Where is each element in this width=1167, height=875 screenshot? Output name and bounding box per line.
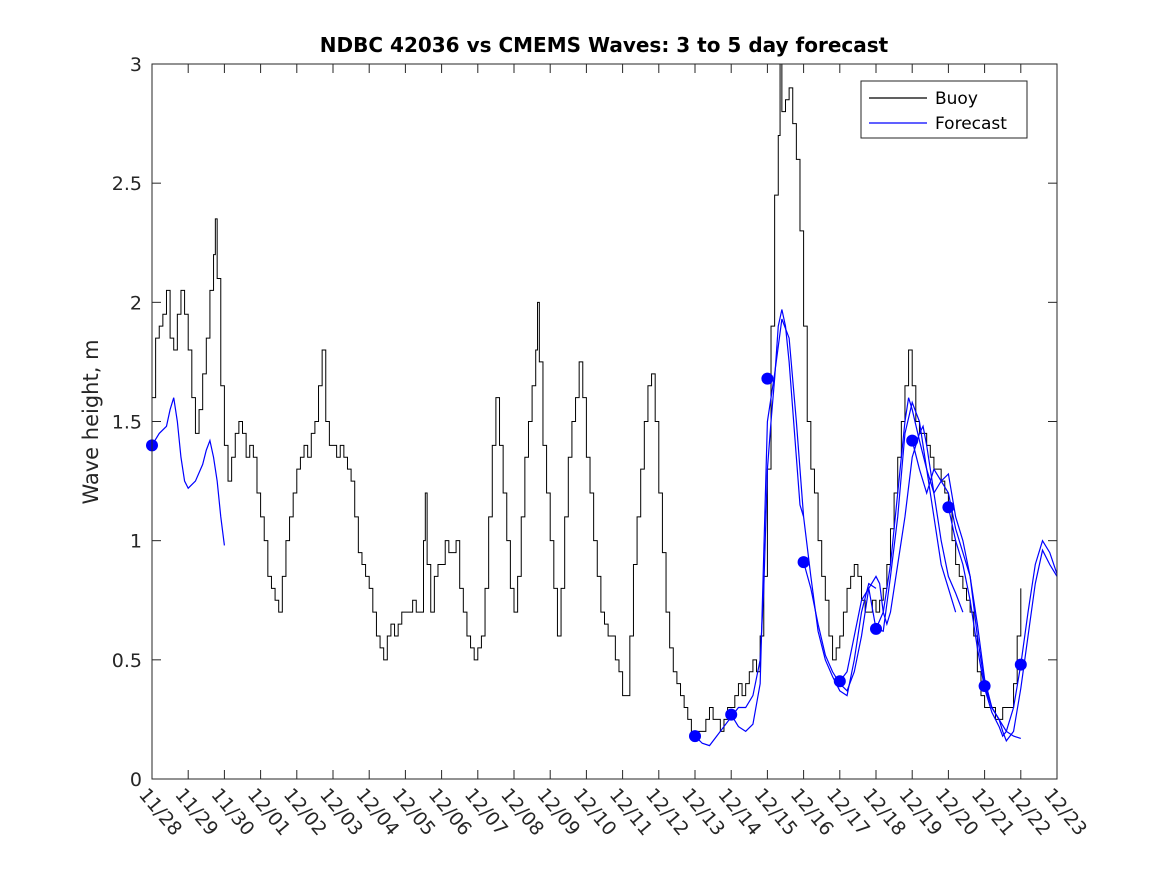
y-tick-label: 2 [130,292,142,314]
forecast-series-line-1 [152,397,225,546]
forecast-marker-7 [870,622,882,635]
legend: Buoy Forecast [860,80,1028,139]
axes: 00.511.522.5311/2811/2911/3012/0112/0212… [112,54,1091,840]
forecast-series-line-2 [694,309,805,747]
forecast-marker-10 [978,680,991,693]
forecast-marker-4 [761,372,774,385]
y-tick-label: 3 [130,54,142,76]
y-tick-label: 0.5 [112,650,142,672]
y-tick-label: 1 [130,531,142,553]
forecast-marker-3 [725,708,738,721]
chart-title: NDBC 42036 vs CMEMS Waves: 3 to 5 day fo… [320,33,889,57]
forecast-marker-8 [906,434,919,447]
y-tick-label: 1.5 [112,412,142,434]
forecast-marker-9 [942,501,955,514]
forecast-marker-5 [797,556,810,569]
forecast-marker-2 [689,730,701,743]
forecast-series-line-3 [803,424,964,692]
forecast-marker-11 [1014,658,1027,671]
legend-label-forecast: Forecast [935,114,1007,134]
legend-label-buoy: Buoy [935,89,978,109]
y-tick-label: 2.5 [112,173,142,195]
plot-clip-group [152,64,1057,747]
forecast-marker-6 [833,675,846,688]
forecast-series-line-7 [730,318,877,733]
forecast-series-line-8 [839,400,957,682]
forecast-series-line-5 [947,507,1057,738]
y-tick-label: 0 [130,769,142,791]
y-axis-label: Wave height, m [79,339,103,504]
forecast-series-line-9 [875,397,1000,720]
buoy-series-line [152,64,1022,732]
plot-area [146,64,1057,747]
axes-box [151,63,1058,780]
legend-box [860,80,1028,139]
